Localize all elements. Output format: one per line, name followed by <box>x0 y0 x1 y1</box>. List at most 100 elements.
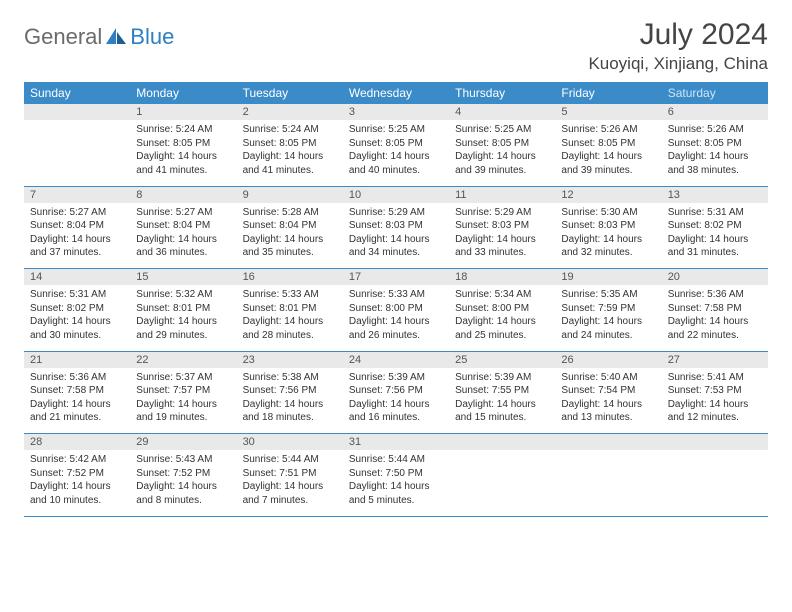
sunrise-line: Sunrise: 5:37 AM <box>136 371 230 385</box>
daylight-line: Daylight: 14 hours and 31 minutes. <box>668 233 762 260</box>
dow-monday: Monday <box>130 82 236 104</box>
day-info-cell: Sunrise: 5:35 AMSunset: 7:59 PMDaylight:… <box>555 285 661 351</box>
dow-header-row: Sunday Monday Tuesday Wednesday Thursday… <box>24 82 768 104</box>
week-daynum-row: 28293031 <box>24 434 768 451</box>
daylight-line: Daylight: 14 hours and 32 minutes. <box>561 233 655 260</box>
day-number-cell: 20 <box>662 269 768 286</box>
day-number-cell: 17 <box>343 269 449 286</box>
sunset-line: Sunset: 7:52 PM <box>30 467 124 481</box>
calendar-body: 123456Sunrise: 5:24 AMSunset: 8:05 PMDay… <box>24 104 768 517</box>
sunset-line: Sunset: 8:04 PM <box>243 219 337 233</box>
daylight-line: Daylight: 14 hours and 19 minutes. <box>136 398 230 425</box>
day-info-cell: Sunrise: 5:31 AMSunset: 8:02 PMDaylight:… <box>24 285 130 351</box>
day-number-cell: 9 <box>237 186 343 203</box>
day-info-cell: Sunrise: 5:36 AMSunset: 7:58 PMDaylight:… <box>662 285 768 351</box>
day-info-cell: Sunrise: 5:33 AMSunset: 8:00 PMDaylight:… <box>343 285 449 351</box>
sunset-line: Sunset: 8:05 PM <box>668 137 762 151</box>
sunset-line: Sunset: 7:50 PM <box>349 467 443 481</box>
day-number-cell: 16 <box>237 269 343 286</box>
bottom-rule <box>24 516 768 517</box>
day-info-cell: Sunrise: 5:32 AMSunset: 8:01 PMDaylight:… <box>130 285 236 351</box>
daylight-line: Daylight: 14 hours and 33 minutes. <box>455 233 549 260</box>
day-info-cell: Sunrise: 5:28 AMSunset: 8:04 PMDaylight:… <box>237 203 343 269</box>
sunrise-line: Sunrise: 5:25 AM <box>455 123 549 137</box>
sunrise-line: Sunrise: 5:33 AM <box>349 288 443 302</box>
daylight-line: Daylight: 14 hours and 8 minutes. <box>136 480 230 507</box>
daylight-line: Daylight: 14 hours and 21 minutes. <box>30 398 124 425</box>
sunrise-line: Sunrise: 5:44 AM <box>243 453 337 467</box>
sunset-line: Sunset: 7:53 PM <box>668 384 762 398</box>
sunrise-line: Sunrise: 5:44 AM <box>349 453 443 467</box>
sunset-line: Sunset: 7:51 PM <box>243 467 337 481</box>
day-number-cell: 5 <box>555 104 661 120</box>
daylight-line: Daylight: 14 hours and 12 minutes. <box>668 398 762 425</box>
sunset-line: Sunset: 8:03 PM <box>349 219 443 233</box>
daylight-line: Daylight: 14 hours and 38 minutes. <box>668 150 762 177</box>
day-info-cell: Sunrise: 5:39 AMSunset: 7:56 PMDaylight:… <box>343 368 449 434</box>
sunrise-line: Sunrise: 5:43 AM <box>136 453 230 467</box>
day-number-cell: 18 <box>449 269 555 286</box>
day-info-cell: Sunrise: 5:26 AMSunset: 8:05 PMDaylight:… <box>555 120 661 186</box>
week-daynum-row: 123456 <box>24 104 768 120</box>
sunset-line: Sunset: 8:00 PM <box>455 302 549 316</box>
day-info-cell <box>449 450 555 516</box>
day-info-cell: Sunrise: 5:26 AMSunset: 8:05 PMDaylight:… <box>662 120 768 186</box>
day-number-cell: 8 <box>130 186 236 203</box>
sunset-line: Sunset: 7:52 PM <box>136 467 230 481</box>
day-info-cell: Sunrise: 5:30 AMSunset: 8:03 PMDaylight:… <box>555 203 661 269</box>
sunrise-line: Sunrise: 5:35 AM <box>561 288 655 302</box>
day-info-cell: Sunrise: 5:33 AMSunset: 8:01 PMDaylight:… <box>237 285 343 351</box>
daylight-line: Daylight: 14 hours and 35 minutes. <box>243 233 337 260</box>
sunrise-line: Sunrise: 5:30 AM <box>561 206 655 220</box>
header: General Blue July 2024 Kuoyiqi, Xinjiang… <box>24 18 768 74</box>
day-info-cell: Sunrise: 5:27 AMSunset: 8:04 PMDaylight:… <box>24 203 130 269</box>
location: Kuoyiqi, Xinjiang, China <box>588 54 768 74</box>
day-number-cell: 15 <box>130 269 236 286</box>
sunrise-line: Sunrise: 5:29 AM <box>455 206 549 220</box>
day-info-cell: Sunrise: 5:29 AMSunset: 8:03 PMDaylight:… <box>343 203 449 269</box>
sunrise-line: Sunrise: 5:39 AM <box>455 371 549 385</box>
day-info-cell: Sunrise: 5:29 AMSunset: 8:03 PMDaylight:… <box>449 203 555 269</box>
day-info-cell: Sunrise: 5:27 AMSunset: 8:04 PMDaylight:… <box>130 203 236 269</box>
sunrise-line: Sunrise: 5:32 AM <box>136 288 230 302</box>
calendar-table: Sunday Monday Tuesday Wednesday Thursday… <box>24 82 768 517</box>
week-daynum-row: 78910111213 <box>24 186 768 203</box>
dow-thursday: Thursday <box>449 82 555 104</box>
sunrise-line: Sunrise: 5:28 AM <box>243 206 337 220</box>
day-number-cell: 7 <box>24 186 130 203</box>
day-info-cell: Sunrise: 5:36 AMSunset: 7:58 PMDaylight:… <box>24 368 130 434</box>
day-number-cell: 31 <box>343 434 449 451</box>
sunset-line: Sunset: 8:00 PM <box>349 302 443 316</box>
sunrise-line: Sunrise: 5:39 AM <box>349 371 443 385</box>
sunrise-line: Sunrise: 5:25 AM <box>349 123 443 137</box>
day-number-cell <box>24 104 130 120</box>
week-info-row: Sunrise: 5:31 AMSunset: 8:02 PMDaylight:… <box>24 285 768 351</box>
day-number-cell: 25 <box>449 351 555 368</box>
sunset-line: Sunset: 8:02 PM <box>668 219 762 233</box>
sunrise-line: Sunrise: 5:27 AM <box>30 206 124 220</box>
sunset-line: Sunset: 7:58 PM <box>30 384 124 398</box>
week-info-row: Sunrise: 5:42 AMSunset: 7:52 PMDaylight:… <box>24 450 768 516</box>
daylight-line: Daylight: 14 hours and 7 minutes. <box>243 480 337 507</box>
day-info-cell: Sunrise: 5:34 AMSunset: 8:00 PMDaylight:… <box>449 285 555 351</box>
sunrise-line: Sunrise: 5:31 AM <box>668 206 762 220</box>
daylight-line: Daylight: 14 hours and 24 minutes. <box>561 315 655 342</box>
daylight-line: Daylight: 14 hours and 41 minutes. <box>243 150 337 177</box>
sunrise-line: Sunrise: 5:38 AM <box>243 371 337 385</box>
dow-saturday: Saturday <box>662 82 768 104</box>
sunset-line: Sunset: 8:03 PM <box>561 219 655 233</box>
daylight-line: Daylight: 14 hours and 5 minutes. <box>349 480 443 507</box>
daylight-line: Daylight: 14 hours and 10 minutes. <box>30 480 124 507</box>
day-number-cell: 22 <box>130 351 236 368</box>
daylight-line: Daylight: 14 hours and 25 minutes. <box>455 315 549 342</box>
sunset-line: Sunset: 8:05 PM <box>349 137 443 151</box>
day-number-cell: 14 <box>24 269 130 286</box>
daylight-line: Daylight: 14 hours and 16 minutes. <box>349 398 443 425</box>
dow-sunday: Sunday <box>24 82 130 104</box>
day-info-cell: Sunrise: 5:25 AMSunset: 8:05 PMDaylight:… <box>343 120 449 186</box>
week-info-row: Sunrise: 5:27 AMSunset: 8:04 PMDaylight:… <box>24 203 768 269</box>
sunrise-line: Sunrise: 5:31 AM <box>30 288 124 302</box>
day-number-cell: 27 <box>662 351 768 368</box>
day-number-cell: 28 <box>24 434 130 451</box>
daylight-line: Daylight: 14 hours and 41 minutes. <box>136 150 230 177</box>
